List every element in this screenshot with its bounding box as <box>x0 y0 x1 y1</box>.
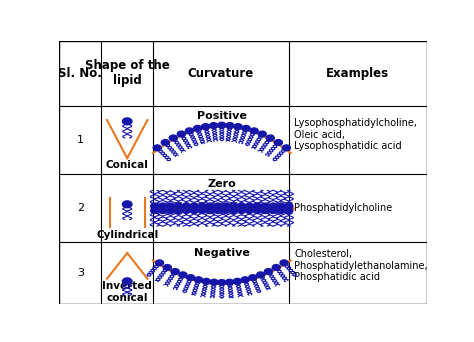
Circle shape <box>250 128 258 134</box>
Circle shape <box>266 135 274 141</box>
Circle shape <box>159 208 167 213</box>
Circle shape <box>285 208 293 213</box>
Circle shape <box>277 208 285 213</box>
Text: Phosphatidylcholine: Phosphatidylcholine <box>294 203 392 213</box>
Circle shape <box>234 124 242 130</box>
Circle shape <box>277 203 285 209</box>
Text: Examples: Examples <box>326 67 389 80</box>
Circle shape <box>206 203 214 209</box>
Circle shape <box>261 208 269 213</box>
Circle shape <box>246 208 254 213</box>
Circle shape <box>198 208 206 213</box>
Text: Lysophosphatidylcholine,
Oleic acid,
Lysophosphatidic acid: Lysophosphatidylcholine, Oleic acid, Lys… <box>294 118 417 151</box>
Circle shape <box>194 277 202 282</box>
Circle shape <box>182 208 191 213</box>
Circle shape <box>206 208 214 213</box>
Circle shape <box>222 203 230 209</box>
Circle shape <box>151 208 159 213</box>
Circle shape <box>159 203 167 209</box>
Circle shape <box>261 203 269 209</box>
Circle shape <box>122 118 132 125</box>
Circle shape <box>182 203 191 209</box>
Circle shape <box>161 140 169 145</box>
Circle shape <box>241 277 249 282</box>
Circle shape <box>122 278 132 285</box>
Circle shape <box>174 203 182 209</box>
Circle shape <box>166 208 174 213</box>
Circle shape <box>242 126 250 131</box>
Circle shape <box>269 203 277 209</box>
Circle shape <box>210 279 218 285</box>
Text: Zero: Zero <box>208 179 236 189</box>
Circle shape <box>258 131 266 137</box>
Circle shape <box>151 203 159 209</box>
Circle shape <box>193 126 201 131</box>
Circle shape <box>190 208 198 213</box>
Circle shape <box>198 203 206 209</box>
Circle shape <box>229 203 237 209</box>
Text: Positive: Positive <box>197 111 247 121</box>
Circle shape <box>226 123 234 129</box>
Circle shape <box>202 278 210 284</box>
Circle shape <box>237 203 246 209</box>
Circle shape <box>274 140 283 145</box>
Text: Curvature: Curvature <box>188 67 254 80</box>
Circle shape <box>253 203 261 209</box>
Text: Cholesterol,
Phosphatidylethanolamine,
Phosphatidic acid: Cholesterol, Phosphatidylethanolamine, P… <box>294 249 428 282</box>
Circle shape <box>233 278 241 284</box>
Circle shape <box>285 203 293 209</box>
Circle shape <box>264 268 273 274</box>
Circle shape <box>190 203 198 209</box>
Text: Sl. No.: Sl. No. <box>58 67 102 80</box>
Circle shape <box>226 279 234 285</box>
Circle shape <box>214 208 222 213</box>
Text: 2: 2 <box>77 203 84 213</box>
Circle shape <box>185 128 193 134</box>
Circle shape <box>249 275 257 280</box>
Circle shape <box>237 208 246 213</box>
Circle shape <box>171 268 179 274</box>
Circle shape <box>222 208 230 213</box>
Circle shape <box>201 124 210 130</box>
Circle shape <box>246 203 254 209</box>
Circle shape <box>229 208 237 213</box>
Circle shape <box>153 145 161 151</box>
Circle shape <box>210 123 218 129</box>
Circle shape <box>214 203 222 209</box>
Circle shape <box>218 280 226 286</box>
Text: Shape of the
lipid: Shape of the lipid <box>85 59 170 87</box>
Text: 1: 1 <box>77 135 84 145</box>
Circle shape <box>177 131 185 137</box>
Circle shape <box>253 208 261 213</box>
Text: 3: 3 <box>77 268 84 278</box>
Circle shape <box>269 208 277 213</box>
Text: Negative: Negative <box>194 248 250 258</box>
Circle shape <box>174 208 182 213</box>
Circle shape <box>218 122 226 128</box>
Circle shape <box>155 260 164 266</box>
Circle shape <box>166 203 174 209</box>
Circle shape <box>272 265 280 271</box>
Circle shape <box>163 265 172 271</box>
Circle shape <box>256 272 264 278</box>
Circle shape <box>283 145 291 151</box>
Text: Conical: Conical <box>106 160 149 170</box>
Circle shape <box>187 275 195 280</box>
Circle shape <box>169 135 177 141</box>
Circle shape <box>122 201 132 208</box>
Text: Inverted
conical: Inverted conical <box>102 281 152 303</box>
Text: Cylindrical: Cylindrical <box>96 230 158 240</box>
Circle shape <box>179 272 187 278</box>
Circle shape <box>280 260 288 266</box>
